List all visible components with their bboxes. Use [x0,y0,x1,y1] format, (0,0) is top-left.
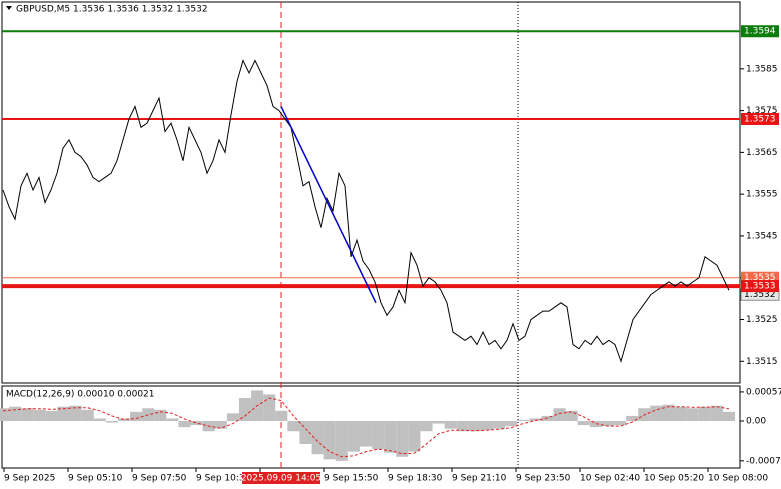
macd-bar [57,406,70,422]
x-tick-label: 10 Sep 08:00 [708,474,768,484]
x-tick-label: 9 Sep 23:50 [516,474,571,484]
macd-bar [359,421,373,447]
macd-bar [214,421,227,429]
level-label-box [741,280,779,293]
macd-bar [190,421,203,426]
macd-label: MACD(12,26,9) 0.00010 0.00021 [6,390,155,400]
x-tick-label: 9 Sep 21:10 [452,474,507,484]
macd-bar [311,421,324,455]
price-line [2,59,730,363]
macd-bar [287,421,300,432]
macd-bar [21,408,34,422]
macd-bar [81,409,94,422]
macd-bar [275,410,288,422]
macd-bar [93,418,106,422]
macd-bar [226,413,239,422]
macd-bar [698,406,711,422]
macd-bar [69,405,82,422]
macd-bar [480,421,494,431]
macd-bar [662,404,675,422]
macd-bar [710,405,723,422]
trendline [280,106,377,304]
macd-bar [650,405,663,422]
macd-signal [2,397,730,458]
main-panel [1,1,741,384]
macd-bar [384,421,397,453]
y-tick-label: 1.3565 [746,148,778,158]
y-tick-label: 1.3545 [746,231,778,241]
x-tick-label: 10 Sep 02:40 [580,474,640,484]
macd-bar [444,421,457,429]
x-tick-label: 9 Sep 07:50 [132,474,187,484]
macd-bar [722,411,736,422]
macd-bar [626,415,639,422]
macd-tick-label: -0.00078 [746,456,781,466]
x-tick-label: 9 Sep 2025 [4,474,55,484]
macd-bar [372,421,385,450]
macd-bar [166,418,179,422]
level-label: 1.3533 [744,282,776,292]
y-tick-label: 1.3525 [746,315,778,325]
x-tick-label: 9 Sep 10:30 [196,474,251,484]
macd-bar [9,406,22,422]
macd-bar [601,421,615,427]
macd-bar [408,421,421,452]
crosshair-box [242,472,320,484]
macd-bar [178,421,191,428]
macd-bar [432,421,445,424]
x-tick-label: 9 Sep 15:50 [324,474,379,484]
macd-bar [130,411,143,422]
macd-bar [517,420,530,422]
bid-label: 1.3532 [744,290,776,300]
macd-tick-label: 0.00057 [746,387,781,397]
level-label: 1.3535 [744,273,776,283]
x-tick-label: 10 Sep 05:20 [644,474,704,484]
macd-bar [614,421,627,426]
macd-bar [505,421,518,427]
y-tick-label: 1.3515 [746,357,778,367]
level-label-box [741,25,779,38]
level-label-box [741,112,779,125]
macd-bar [468,421,481,432]
macd-bar [347,421,360,452]
macd-bar [456,421,469,432]
macd-bar [674,406,687,422]
level-label: 1.3573 [744,114,776,124]
macd-bar [105,421,118,423]
macd-bar [154,409,167,422]
macd-bar [0,408,10,422]
macd-bar [493,421,506,429]
macd-bar [577,421,590,426]
x-tick-label: 9 Sep 18:30 [388,474,443,484]
macd-bar [299,421,312,445]
macd-bar [396,421,409,457]
macd-bar [529,418,542,422]
y-tick-label: 1.3575 [746,106,778,116]
macd-bar [263,394,276,422]
level-label: 1.3594 [744,27,776,37]
menu-icon [6,6,12,10]
macd-bar [323,421,336,460]
macd-bar [553,408,566,422]
macd-bar [565,410,578,422]
y-tick-label: 1.3585 [746,64,778,74]
header: GBPUSD,M5 1.3536 1.3536 1.3532 1.3532 [16,5,208,15]
crosshair-label: 2025.09.09 14:05 [241,474,321,484]
macd-bar [33,409,46,422]
macd-bar [420,421,433,432]
y-tick-label: 1.3555 [746,190,778,200]
macd-bar [335,421,348,461]
x-tick-label: 9 Sep 05:10 [68,474,123,484]
macd-bar [238,398,252,422]
macd-tick-label: 0.00 [746,417,766,427]
macd-bar [117,418,131,422]
macd-bar [45,410,58,422]
macd-bar [686,408,699,422]
